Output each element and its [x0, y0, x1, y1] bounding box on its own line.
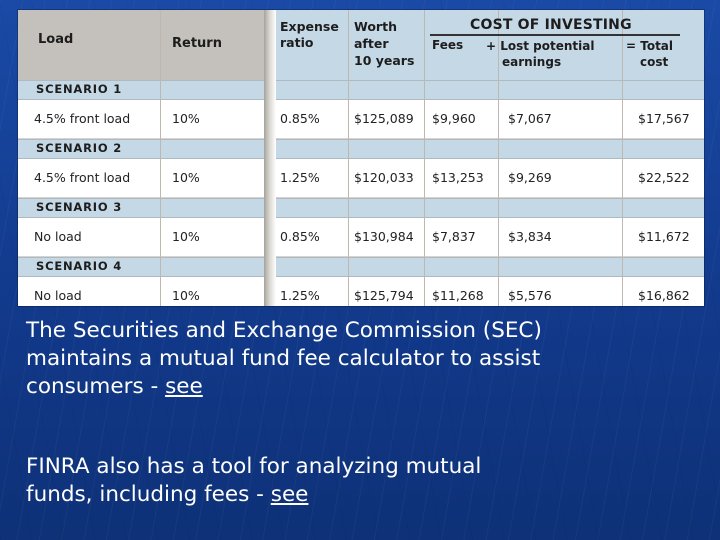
scenario-label: SCENARIO 4	[36, 259, 123, 273]
fees-cell: $13,253	[432, 170, 484, 185]
header-return: Return	[172, 36, 222, 51]
paragraph-text: consumers -	[26, 374, 166, 399]
return-cell: 10%	[172, 170, 200, 185]
worth-cell: $125,089	[354, 111, 414, 126]
header-fees: Fees	[432, 38, 464, 52]
header-total-cost: = Total cost	[626, 38, 702, 70]
expense-ratio-cell: 0.85%	[280, 111, 320, 126]
lost-earnings-cell: $3,834	[508, 229, 552, 244]
fees-cell: $9,960	[432, 111, 476, 126]
total-cost-cell: $17,567	[638, 111, 690, 126]
worth-cell: $120,033	[354, 170, 414, 185]
header-expense-ratio: Expense ratio	[280, 19, 344, 51]
header-worth-after-10-years: Worth after 10 years	[354, 18, 424, 69]
total-cost-cell: $22,522	[638, 170, 690, 185]
header-total-line: cost	[640, 55, 669, 69]
load-cell: No load	[34, 229, 82, 244]
scenario-label: SCENARIO 3	[36, 200, 123, 214]
cost-header-rule	[430, 34, 680, 36]
load-cell: 4.5% front load	[34, 170, 131, 185]
finra-tool-paragraph: FINRA also has a tool for analyzing mutu…	[26, 453, 706, 509]
return-cell: 10%	[172, 111, 200, 126]
sec-calculator-paragraph: The Securities and Exchange Commission (…	[26, 317, 706, 401]
scenario-band: SCENARIO 2	[18, 139, 704, 159]
column-divider	[498, 10, 499, 306]
return-cell: 10%	[172, 288, 200, 303]
paragraph-line: funds, including fees - see	[26, 481, 706, 509]
scenario-label: SCENARIO 1	[36, 82, 123, 96]
column-divider	[622, 10, 623, 306]
load-cell: 4.5% front load	[34, 111, 131, 126]
header-band-gray	[18, 10, 264, 80]
table-row: 4.5% front load 10% 1.25% $120,033 $13,2…	[18, 157, 704, 198]
table-row: 4.5% front load 10% 0.85% $125,089 $9,96…	[18, 98, 704, 139]
header-lost-potential-earnings: + Lost potential earnings	[486, 38, 622, 70]
header-worth-line: after	[354, 36, 389, 51]
paragraph-line: The Securities and Exchange Commission (…	[26, 318, 542, 343]
paragraph-line: FINRA also has a tool for analyzing mutu…	[26, 454, 482, 479]
column-divider	[348, 10, 349, 306]
return-cell: 10%	[172, 229, 200, 244]
header-band-blue	[264, 10, 704, 80]
scenario-band: SCENARIO 4	[18, 257, 704, 277]
table-row: No load 10% 1.25% $125,794 $11,268 $5,57…	[18, 275, 704, 306]
paragraph-line: maintains a mutual fund fee calculator t…	[26, 346, 541, 371]
cost-of-investing-table: SCENARIO 1 4.5% front load 10% 0.85% $12…	[18, 10, 704, 306]
column-divider	[160, 10, 161, 306]
header-expense-line: Expense	[280, 19, 339, 34]
expense-ratio-cell: 1.25%	[280, 288, 320, 303]
page-gutter-shadow	[264, 10, 276, 306]
total-cost-cell: $16,862	[638, 288, 690, 303]
header-worth-line: Worth	[354, 19, 397, 34]
finra-see-link[interactable]: see	[270, 482, 309, 507]
header-total-line: = Total	[626, 39, 674, 53]
column-divider	[424, 10, 425, 306]
paragraph-text: funds, including fees -	[26, 482, 271, 507]
table-row: No load 10% 0.85% $130,984 $7,837 $3,834…	[18, 216, 704, 257]
lost-earnings-cell: $9,269	[508, 170, 552, 185]
scenario-band: SCENARIO 1	[18, 80, 704, 100]
load-cell: No load	[34, 288, 82, 303]
total-cost-cell: $11,672	[638, 229, 690, 244]
scenario-band: SCENARIO 3	[18, 198, 704, 218]
worth-cell: $130,984	[354, 229, 414, 244]
header-load: Load	[38, 32, 74, 47]
header-expense-line: ratio	[280, 35, 314, 50]
header-cost-of-investing: COST OF INVESTING	[470, 17, 632, 33]
sec-see-link[interactable]: see	[165, 374, 203, 399]
lost-earnings-cell: $5,576	[508, 288, 552, 303]
expense-ratio-cell: 0.85%	[280, 229, 320, 244]
expense-ratio-cell: 1.25%	[280, 170, 320, 185]
header-lost-line: earnings	[502, 55, 562, 69]
header-worth-line: 10 years	[354, 53, 415, 68]
fees-cell: $11,268	[432, 288, 484, 303]
fees-cell: $7,837	[432, 229, 476, 244]
scenario-label: SCENARIO 2	[36, 141, 123, 155]
paragraph-line: consumers - see	[26, 373, 706, 401]
header-lost-line: + Lost potential	[486, 39, 595, 53]
lost-earnings-cell: $7,067	[508, 111, 552, 126]
worth-cell: $125,794	[354, 288, 414, 303]
